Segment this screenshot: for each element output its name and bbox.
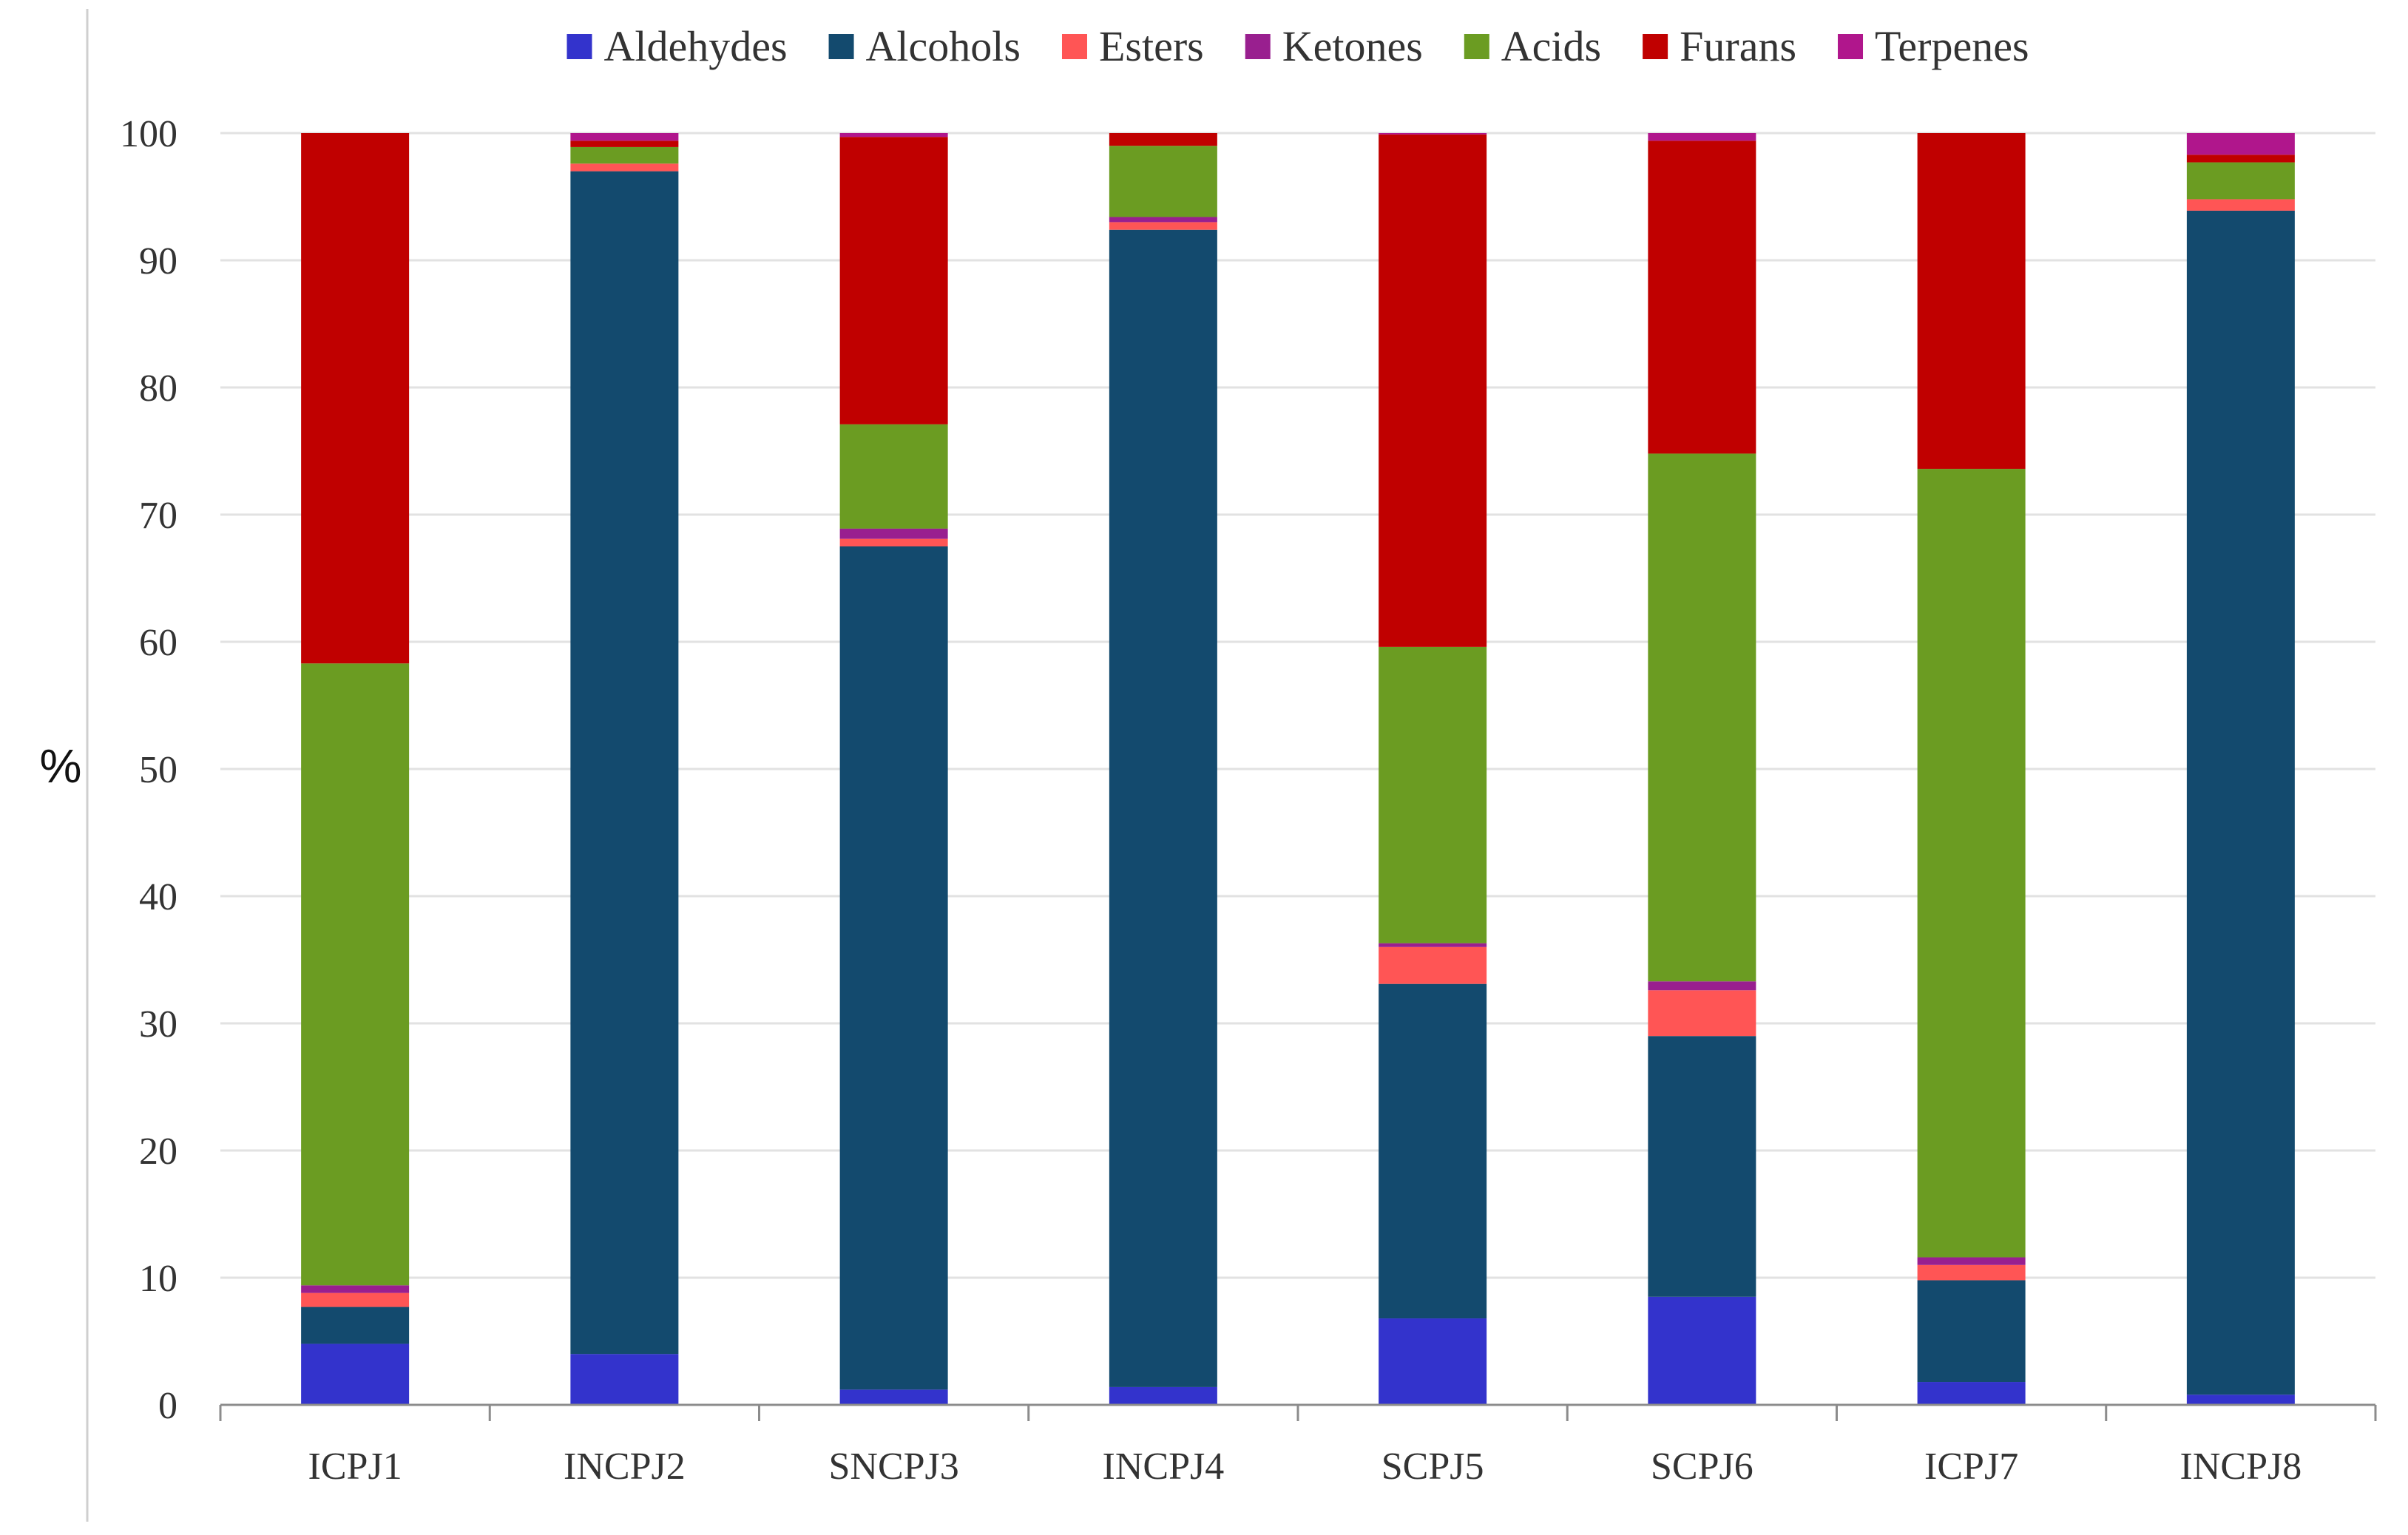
legend-swatch-furans <box>1643 34 1668 59</box>
x-tick-label-incpj2: INCPJ2 <box>564 1446 686 1488</box>
y-tick-labels: 0 10 20 30 40 50 60 70 80 90 100 <box>120 113 177 1427</box>
bar-incpj8-aldehydes <box>2186 1395 2295 1405</box>
bar-scpj5-alcohols <box>1379 983 1487 1319</box>
bar-sncpj3-alcohols <box>839 546 948 1390</box>
bar-icpj7-aldehydes <box>1917 1382 2026 1405</box>
legend-swatch-alcohols <box>828 34 854 59</box>
x-tick-label-incpj8: INCPJ8 <box>2180 1446 2302 1488</box>
y-tick-label-20: 20 <box>139 1131 177 1173</box>
bar-incpj4-furans <box>1109 133 1217 146</box>
bar-icpj1-aldehydes <box>301 1343 410 1405</box>
x-tick-label-sncpj3: SNCPJ3 <box>828 1446 958 1488</box>
bar-incpj2-acids <box>570 146 679 164</box>
bars <box>301 133 2295 1405</box>
bar-scpj5-esters <box>1379 946 1487 984</box>
bar-scpj6-acids <box>1648 453 1756 982</box>
legend-label-ketones: Ketones <box>1282 22 1423 70</box>
bar-icpj7-alcohols <box>1917 1280 2026 1383</box>
legend-label-terpenes: Terpenes <box>1875 22 2029 70</box>
bar-incpj8-terpenes <box>2186 133 2295 155</box>
bar-icpj1-alcohols <box>301 1307 410 1344</box>
bar-incpj2-esters <box>570 163 679 172</box>
x-tick-label-scpj6: SCPJ6 <box>1651 1446 1753 1488</box>
legend-label-alcohols: Alcohols <box>866 22 1021 70</box>
bar-scpj6-aldehydes <box>1648 1296 1756 1405</box>
bar-icpj7-esters <box>1917 1264 2026 1281</box>
bar-scpj6-alcohols <box>1648 1036 1756 1297</box>
y-axis-label: % <box>40 739 82 793</box>
axes <box>219 1403 2377 1421</box>
bar-scpj5-furans <box>1379 134 1487 647</box>
bar-scpj6-terpenes <box>1648 133 1756 141</box>
bar-incpj8-acids <box>2186 162 2295 200</box>
legend-swatch-acids <box>1464 34 1489 59</box>
legend: Aldehydes Alcohols Esters Ketones Acids Furan… <box>567 22 2029 70</box>
bar-sncpj3-furans <box>839 137 948 424</box>
bar-icpj7-ketones <box>1917 1257 2026 1265</box>
bar-incpj4-esters <box>1109 222 1217 230</box>
y-tick-label-90: 90 <box>139 240 177 282</box>
y-tick-label-40: 40 <box>139 876 177 918</box>
bar-icpj1-furans <box>301 133 410 664</box>
bar-sncpj3-ketones <box>839 528 948 539</box>
legend-label-furans: Furans <box>1680 22 1796 70</box>
x-tick-label-icpj1: ICPJ1 <box>308 1446 402 1488</box>
y-tick-label-80: 80 <box>139 367 177 410</box>
legend-swatch-aldehydes <box>567 34 592 59</box>
x-tick-label-icpj7: ICPJ7 <box>1924 1446 2018 1488</box>
y-tick-label-50: 50 <box>139 749 177 791</box>
bar-icpj1-acids <box>301 663 410 1286</box>
legend-swatch-terpenes <box>1838 34 1864 59</box>
legend-label-esters: Esters <box>1099 22 1204 70</box>
y-tick-label-30: 30 <box>139 1003 177 1046</box>
y-tick-label-60: 60 <box>139 622 177 664</box>
legend-swatch-ketones <box>1245 34 1271 59</box>
bar-incpj4-ketones <box>1109 217 1217 223</box>
y-tick-label-10: 10 <box>139 1258 177 1300</box>
bar-incpj8-furans <box>2186 155 2295 163</box>
legend-label-acids: Acids <box>1501 22 1601 70</box>
bar-icpj1-ketones <box>301 1285 410 1293</box>
x-tick-label-scpj5: SCPJ5 <box>1381 1446 1484 1488</box>
y-tick-label-0: 0 <box>158 1385 177 1427</box>
gridlines <box>220 132 2375 1279</box>
bar-sncpj3-esters <box>839 538 948 546</box>
bar-sncpj3-acids <box>839 424 948 529</box>
bar-icpj7-furans <box>1917 133 2026 470</box>
bar-icpj1-esters <box>301 1292 410 1307</box>
bar-incpj4-alcohols <box>1109 229 1217 1387</box>
bar-scpj6-esters <box>1648 990 1756 1037</box>
bar-scpj5-acids <box>1379 646 1487 943</box>
legend-label-aldehydes: Aldehydes <box>603 22 787 70</box>
bar-incpj8-alcohols <box>2186 210 2295 1395</box>
bar-incpj2-terpenes <box>570 133 679 141</box>
bar-incpj4-aldehydes <box>1109 1386 1217 1405</box>
bar-scpj6-furans <box>1648 140 1756 454</box>
y-tick-label-70: 70 <box>139 495 177 537</box>
legend-swatch-esters <box>1061 34 1087 59</box>
bar-incpj2-aldehydes <box>570 1354 679 1405</box>
bar-scpj5-ketones <box>1379 943 1487 947</box>
x-tick-labels: ICPJ1 INCPJ2 SNCPJ3 INCPJ4 SCPJ5 SCPJ6 ICPJ7 IN… <box>308 1446 2302 1488</box>
bar-incpj2-furans <box>570 140 679 147</box>
bar-scpj6-ketones <box>1648 981 1756 991</box>
x-tick-label-incpj4: INCPJ4 <box>1103 1446 1225 1488</box>
bar-icpj7-acids <box>1917 469 2026 1258</box>
bar-scpj5-terpenes <box>1379 133 1487 135</box>
bar-incpj8-esters <box>2186 199 2295 211</box>
bar-sncpj3-terpenes <box>839 133 948 138</box>
y-tick-label-100: 100 <box>120 113 177 155</box>
bar-incpj2-alcohols <box>570 171 679 1355</box>
bar-incpj4-acids <box>1109 146 1217 217</box>
bar-sncpj3-aldehydes <box>839 1389 948 1405</box>
bar-scpj5-aldehydes <box>1379 1318 1487 1405</box>
